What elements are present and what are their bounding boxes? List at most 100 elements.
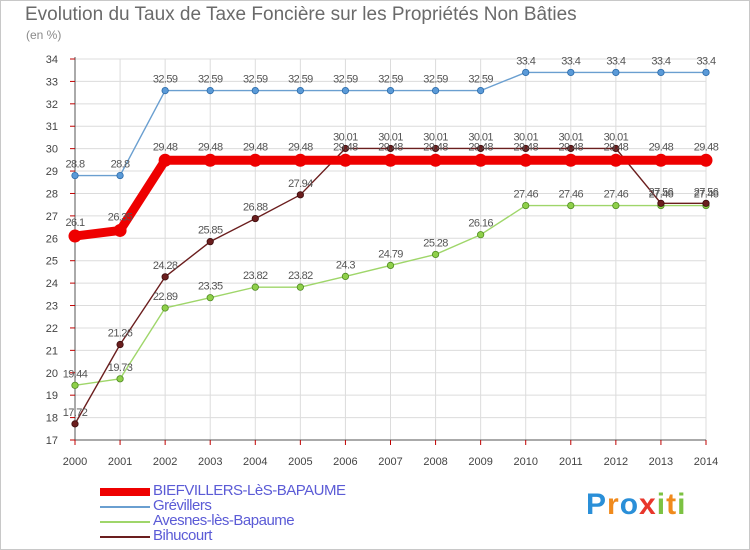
data-label-biefvillers: 29.48	[694, 141, 719, 153]
data-point-avesnes	[116, 375, 124, 383]
data-point-avesnes	[522, 201, 530, 210]
y-tick-label: 34	[46, 54, 58, 66]
legend-label-biefvillers: BIEFVILLERS-LèS-BAPAUME	[153, 482, 346, 499]
x-tick-label: 2012	[604, 456, 628, 468]
x-tick-label: 2007	[378, 456, 402, 468]
brand-letter: o	[619, 488, 640, 521]
data-label-grevillers: 32.59	[153, 74, 178, 86]
y-tick-label: 25	[46, 256, 58, 268]
data-label-avesnes: 26.16	[468, 218, 493, 230]
data-point-avesnes	[341, 272, 350, 280]
x-tick-label: 2000	[63, 456, 87, 468]
y-tick-label: 28	[46, 188, 58, 200]
legend-swatch-grevillers	[100, 506, 150, 508]
data-point-bihucourt	[702, 199, 710, 207]
data-point-biefvillers	[429, 153, 443, 167]
legend-label-grevillers: Grévillers	[153, 497, 212, 514]
data-point-grevillers	[386, 87, 395, 95]
y-tick-label: 18	[46, 413, 58, 425]
data-label-bihucourt: 21.26	[108, 328, 133, 340]
data-label-bihucourt: 25.85	[198, 225, 223, 237]
data-label-bihucourt: 26.88	[243, 202, 268, 214]
data-point-bihucourt	[296, 191, 304, 199]
data-point-grevillers	[341, 87, 350, 95]
data-label-bihucourt: 30.01	[378, 131, 403, 143]
data-point-bihucourt	[206, 238, 214, 246]
data-label-avesnes: 27.46	[559, 189, 584, 201]
data-point-biefvillers	[564, 153, 578, 167]
data-label-grevillers: 32.59	[288, 74, 313, 86]
data-point-grevillers	[612, 68, 620, 77]
brand-letter: t	[666, 488, 678, 521]
y-tick-label: 21	[46, 345, 58, 357]
x-tick-label: 2014	[694, 456, 718, 468]
y-tick-label: 17	[46, 435, 58, 447]
data-label-avesnes: 19.44	[63, 368, 88, 380]
proxiti-logo: Proxiti	[586, 488, 686, 522]
data-point-grevillers	[206, 87, 214, 95]
data-point-grevillers	[71, 171, 79, 180]
data-label-grevillers: 33.4	[651, 55, 670, 67]
x-tick-label: 2011	[559, 456, 583, 468]
legend-swatch-avesnes	[100, 521, 150, 523]
data-label-biefvillers: 29.48	[378, 141, 403, 153]
legend-label-bihucourt: Bihucourt	[153, 527, 212, 544]
x-tick-label: 2003	[198, 456, 222, 468]
data-label-biefvillers: 29.48	[604, 141, 629, 153]
y-tick-label: 32	[46, 99, 58, 111]
data-label-grevillers: 33.4	[516, 55, 535, 67]
data-label-grevillers: 28.8	[65, 159, 84, 171]
data-point-bihucourt	[522, 144, 530, 153]
data-point-biefvillers	[474, 153, 488, 167]
data-label-grevillers: 33.4	[606, 55, 625, 67]
y-tick-label: 27	[46, 211, 58, 223]
x-tick-label: 2010	[513, 456, 537, 468]
y-tick-label: 26	[46, 233, 58, 245]
data-label-grevillers: 32.59	[378, 74, 403, 86]
data-label-bihucourt: 30.01	[513, 131, 538, 143]
x-tick-label: 2004	[243, 456, 267, 468]
data-point-avesnes	[567, 201, 575, 210]
data-label-bihucourt: 17.72	[63, 407, 88, 419]
brand-letter: r	[607, 488, 620, 521]
data-point-bihucourt	[431, 144, 440, 153]
data-point-grevillers	[522, 68, 530, 77]
data-label-grevillers: 32.59	[423, 74, 448, 86]
data-point-biefvillers	[248, 153, 262, 167]
data-point-grevillers	[161, 87, 169, 95]
data-label-avesnes: 27.46	[694, 189, 719, 201]
legend-swatch-bihucourt	[100, 536, 150, 538]
y-tick-label: 19	[46, 390, 58, 402]
data-point-bihucourt	[477, 144, 485, 153]
brand-letter: x	[639, 488, 657, 521]
y-tick-label: 31	[46, 121, 58, 133]
data-point-avesnes	[386, 261, 395, 270]
data-point-grevillers	[702, 68, 710, 77]
data-point-avesnes	[477, 231, 485, 239]
data-point-grevillers	[567, 68, 575, 77]
data-point-avesnes	[431, 250, 440, 259]
data-label-avesnes: 24.79	[378, 248, 403, 260]
data-label-biefvillers: 29.48	[198, 141, 223, 153]
data-point-bihucourt	[657, 199, 665, 207]
data-label-avesnes: 27.46	[513, 189, 538, 201]
data-label-bihucourt: 30.01	[333, 131, 358, 143]
data-label-bihucourt: 30.01	[559, 131, 584, 143]
data-point-grevillers	[431, 87, 440, 95]
data-label-bihucourt: 24.28	[153, 260, 178, 272]
data-point-avesnes	[71, 381, 79, 389]
data-label-avesnes: 24.3	[336, 259, 355, 271]
y-tick-label: 30	[46, 144, 58, 156]
data-label-bihucourt: 30.01	[604, 131, 629, 143]
data-point-biefvillers	[158, 153, 172, 167]
data-label-biefvillers: 29.48	[423, 141, 448, 153]
x-tick-label: 2013	[649, 456, 673, 468]
x-tick-label: 2001	[108, 456, 132, 468]
data-label-biefvillers: 29.48	[513, 141, 538, 153]
y-tick-label: 23	[46, 301, 58, 313]
y-tick-label: 22	[46, 323, 58, 335]
y-tick-label: 33	[46, 76, 58, 88]
data-label-biefvillers: 29.48	[243, 141, 268, 153]
y-tick-label: 20	[46, 368, 58, 380]
